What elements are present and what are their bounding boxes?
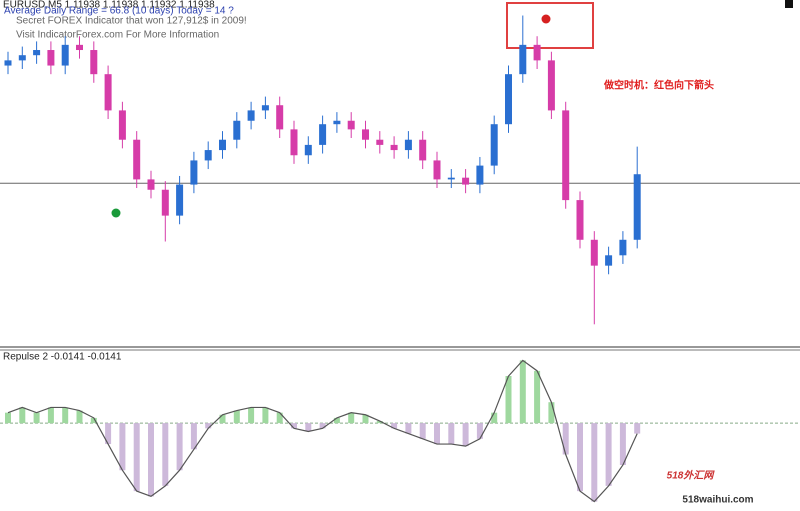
candle-body: [233, 120, 241, 140]
candle-body: [462, 177, 470, 185]
candle-body: [47, 50, 55, 66]
highlight-box: [506, 2, 594, 49]
candle-body: [176, 184, 184, 216]
candle-body: [619, 239, 627, 256]
candle-body: [533, 44, 541, 61]
candle-body: [390, 144, 398, 151]
candle-body: [433, 160, 441, 180]
candle-body: [404, 139, 412, 151]
candle-body: [118, 110, 126, 140]
candle-body: [519, 44, 527, 75]
candle-body: [276, 105, 284, 130]
adr-line: Average Daily Range = 66.8 (10 days) Tod…: [4, 6, 234, 17]
candle-body: [90, 50, 98, 75]
candle-body: [419, 139, 427, 161]
candle-body: [18, 55, 26, 61]
candle-body: [447, 177, 455, 180]
candle-body: [33, 50, 41, 56]
candle-body: [347, 120, 355, 130]
candle-body: [4, 60, 12, 66]
candle-body: [476, 165, 484, 185]
candle-body: [576, 200, 584, 240]
candle-body: [247, 110, 255, 121]
candle-body: [590, 239, 598, 266]
watermark: 518外汇网: [667, 470, 716, 482]
candle-body: [547, 60, 555, 111]
promo-line: Secret FOREX Indicator that won 127,912$…: [16, 16, 247, 27]
candle-body: [204, 150, 212, 161]
candle-body: [261, 105, 269, 111]
candle-body: [219, 139, 226, 151]
candle-body: [133, 139, 141, 180]
candle-body: [190, 160, 198, 185]
candle-body: [633, 174, 641, 240]
candle-body: [376, 139, 384, 145]
candle-body: [147, 179, 155, 190]
candle-body: [490, 124, 498, 166]
corner-marker: [785, 0, 793, 8]
sell-arrow: [541, 14, 551, 24]
candle-body: [562, 110, 570, 201]
candle-body: [319, 124, 327, 145]
annotation: 做空时机：红色向下箭头: [603, 79, 714, 92]
indicator-title: Repulse 2 -0.0141 -0.0141: [3, 352, 122, 363]
candle-body: [505, 74, 512, 125]
candle-body: [76, 44, 83, 51]
candle-body: [290, 129, 298, 156]
buy-arrow: [111, 208, 121, 218]
candle-body: [161, 189, 169, 216]
candle-body: [61, 44, 69, 66]
symbol-line: EURUSD,M5 1.11938 1.11938 1.11932 1.1193…: [3, 0, 215, 11]
candle-body: [605, 255, 613, 266]
oscillator-line: [7, 359, 638, 503]
watermark-url: 518waihui.com: [682, 495, 753, 506]
candle-body: [362, 129, 369, 140]
candle-body: [104, 74, 112, 111]
visit-line: Visit IndicatorForex.com For More Inform…: [16, 30, 219, 41]
candle-body: [333, 120, 341, 125]
candle-body: [304, 144, 312, 156]
